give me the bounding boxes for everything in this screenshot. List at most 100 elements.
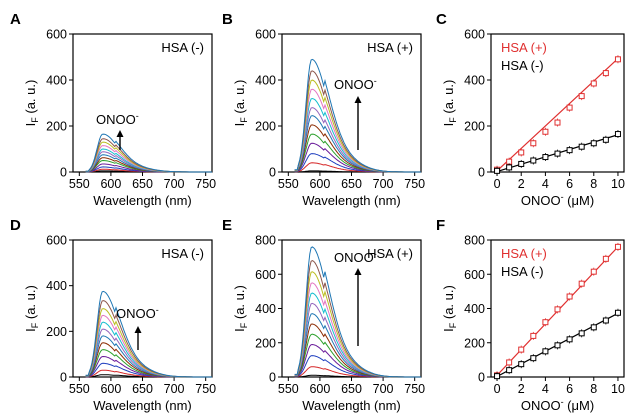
panel-e: E 550 600 650 700 750 0 200 400 600 800 IF (a. u.) W… [222, 217, 425, 413]
y-tick-label: 400 [46, 74, 67, 88]
spectrum-line [85, 141, 212, 173]
data-point [614, 56, 621, 63]
x-tick-label: 10 [611, 382, 625, 396]
x-tick-label: 650 [132, 382, 153, 396]
x-tick-label: 650 [341, 382, 362, 396]
x-axis-label: Wavelength (nm) [93, 398, 192, 413]
x-tick-label: 8 [590, 382, 597, 396]
data-point [590, 140, 597, 147]
data-point [578, 143, 585, 150]
data-point [506, 164, 513, 171]
x-tick-label: 650 [341, 177, 362, 191]
panel-a: A 550 600 650 700 750 0 200 400 600 IF (a. u.) Wave… [10, 11, 216, 208]
y-tick-label: 600 [46, 234, 67, 248]
data-point [590, 324, 597, 331]
spectrum-line [85, 290, 212, 378]
x-tick-label: 700 [373, 177, 394, 191]
x-tick-label: 4 [542, 177, 549, 191]
data-point [602, 317, 609, 324]
legend-entry: HSA (+) [501, 40, 547, 55]
x-axis-label: Wavelength (nm) [302, 398, 401, 413]
x-tick-label: 600 [309, 382, 330, 396]
data-point [530, 332, 537, 339]
data-point [494, 373, 501, 380]
y-axis-label: IF (a. u.) [441, 285, 458, 332]
arrow-label: ONOO- [96, 111, 139, 127]
data-point [542, 128, 549, 135]
y-axis-label: IF (a. u.) [441, 80, 458, 127]
data-point [530, 140, 537, 147]
y-axis-label: IF (a. u.) [23, 80, 40, 127]
y-tick-label: 200 [255, 336, 276, 350]
x-tick-label: 700 [164, 177, 185, 191]
x-tick-label: 550 [278, 382, 299, 396]
x-tick-label: 6 [566, 177, 573, 191]
y-tick-label: 600 [464, 28, 485, 42]
x-tick-label: 750 [404, 382, 425, 396]
panel-letter: B [222, 11, 233, 28]
data-point [554, 150, 561, 157]
y-tick-label: 600 [255, 268, 276, 282]
data-point [578, 280, 585, 287]
y-axis-label: IF (a. u.) [232, 285, 249, 332]
y-tick-label: 800 [464, 234, 485, 248]
y-tick-label: 600 [464, 268, 485, 282]
data-point [566, 293, 573, 300]
legend-entry: HSA (-) [501, 58, 544, 73]
data-point [518, 160, 525, 167]
x-axis-label: ONOO- (μM) [521, 397, 594, 413]
spectrum-line [294, 58, 421, 173]
legend-entry: HSA (+) [501, 246, 547, 261]
panel-letter: C [436, 11, 447, 28]
data-point [602, 136, 609, 143]
x-tick-label: 2 [518, 177, 525, 191]
x-tick-label: 700 [373, 382, 394, 396]
data-point [566, 104, 573, 111]
data-point [554, 119, 561, 126]
y-tick-label: 600 [46, 28, 67, 42]
panel-f: F 0 2 4 6 8 10 0 200 400 600 800 IF (a. u.) ONOO- (μM… [436, 217, 625, 413]
x-tick-label: 8 [590, 177, 597, 191]
legend-entry: HSA (-) [501, 264, 544, 279]
condition-label: HSA (+) [367, 246, 413, 261]
x-tick-label: 700 [164, 382, 185, 396]
y-tick-label: 0 [478, 371, 485, 385]
x-axis-label: Wavelength (nm) [93, 193, 192, 208]
y-tick-label: 200 [464, 336, 485, 350]
y-tick-label: 400 [464, 74, 485, 88]
data-point [578, 330, 585, 337]
x-tick-label: 550 [69, 177, 90, 191]
data-point [518, 346, 525, 353]
y-tick-label: 400 [46, 279, 67, 293]
panel-letter: F [436, 217, 445, 234]
y-tick-label: 0 [478, 166, 485, 180]
data-point [554, 342, 561, 349]
data-point [530, 355, 537, 362]
data-point [602, 70, 609, 77]
y-tick-label: 0 [269, 371, 276, 385]
plot-frame [490, 33, 625, 173]
arrow-label: ONOO- [116, 305, 159, 321]
panel-letter: A [10, 11, 21, 28]
spectrum-line [294, 246, 421, 378]
y-tick-label: 0 [60, 166, 67, 180]
data-point [614, 131, 621, 138]
y-axis-label: IF (a. u.) [23, 285, 40, 332]
x-tick-label: 600 [100, 382, 121, 396]
y-tick-label: 200 [255, 120, 276, 134]
data-point [542, 319, 549, 326]
y-tick-label: 200 [464, 120, 485, 134]
y-tick-label: 400 [255, 74, 276, 88]
data-point [530, 157, 537, 164]
x-tick-label: 750 [195, 382, 216, 396]
data-point [506, 359, 513, 366]
data-point [590, 80, 597, 87]
y-tick-label: 200 [46, 325, 67, 339]
data-point [506, 367, 513, 374]
spectrum-line [85, 133, 212, 173]
arrow-head [354, 96, 362, 103]
x-tick-label: 2 [518, 382, 525, 396]
data-point [518, 149, 525, 156]
data-point [518, 361, 525, 368]
